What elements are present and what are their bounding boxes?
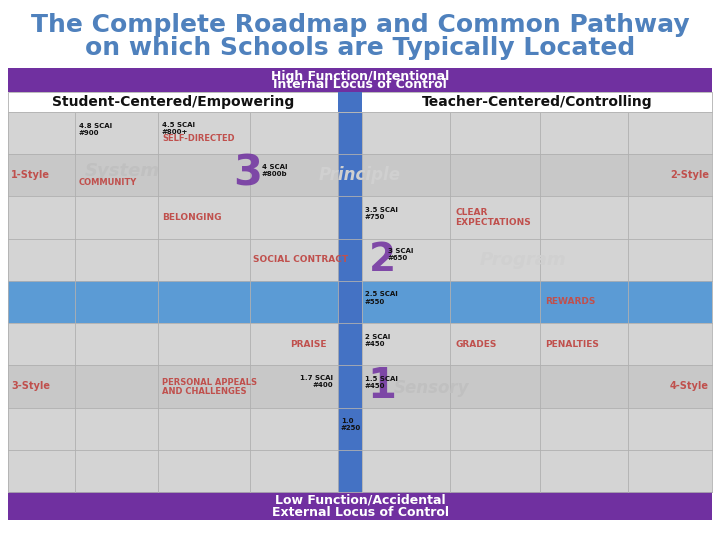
Bar (8, 92, 712, 112)
Text: on which Schools are Typically Located: on which Schools are Typically Located (85, 36, 635, 60)
Text: Teacher-Centered/Controlling: Teacher-Centered/Controlling (422, 95, 652, 109)
Text: REWARDS: REWARDS (545, 298, 595, 307)
Text: PENALTIES: PENALTIES (545, 340, 599, 349)
Text: Principle: Principle (319, 166, 401, 184)
Bar (8, 197, 338, 239)
Bar (338, 112, 362, 492)
Text: Student-Centered/Empowering: Student-Centered/Empowering (52, 95, 294, 109)
Text: 3: 3 (233, 152, 263, 194)
Text: 1-Style: 1-Style (11, 170, 50, 180)
Text: 2: 2 (369, 241, 395, 279)
Bar (362, 112, 712, 154)
Text: External Locus of Control: External Locus of Control (271, 507, 449, 519)
Text: Program: Program (480, 251, 567, 269)
Bar (362, 323, 712, 366)
Text: SELF-DIRECTED: SELF-DIRECTED (162, 133, 235, 143)
Text: SOCIAL CONTRACT: SOCIAL CONTRACT (253, 255, 348, 264)
Bar (8, 408, 338, 450)
Text: 2-Style: 2-Style (670, 170, 709, 180)
Bar (8, 112, 338, 154)
Text: Low Function/Accidental: Low Function/Accidental (275, 494, 445, 507)
Bar (362, 366, 712, 408)
Text: 1: 1 (367, 366, 397, 408)
Text: Internal Locus of Control: Internal Locus of Control (273, 78, 447, 91)
Text: High Function/Intentional: High Function/Intentional (271, 70, 449, 83)
Text: Sensory: Sensory (394, 380, 469, 397)
Bar (362, 408, 712, 450)
Bar (362, 239, 712, 281)
Text: 4 SCAI
#800b: 4 SCAI #800b (262, 164, 287, 177)
Bar (8, 492, 712, 520)
Bar (362, 154, 712, 197)
Text: 3-Style: 3-Style (11, 381, 50, 391)
Text: 3.5 SCAI
#750: 3.5 SCAI #750 (365, 207, 398, 220)
Text: BELONGING: BELONGING (162, 213, 222, 222)
Text: 1.0
#250: 1.0 #250 (341, 418, 361, 431)
Bar (362, 281, 712, 323)
Bar (8, 366, 338, 408)
Bar (8, 450, 338, 492)
Text: 4.5 SCAI
#800+: 4.5 SCAI #800+ (162, 122, 195, 134)
Bar (362, 197, 712, 239)
Text: System: System (85, 163, 160, 180)
Text: PERSONAL APPEALS: PERSONAL APPEALS (162, 378, 257, 387)
Bar (8, 154, 338, 197)
Text: 4.8 SCAI
#900: 4.8 SCAI #900 (79, 123, 112, 136)
Text: 3 SCAI
#650: 3 SCAI #650 (388, 248, 413, 261)
Text: The Complete Roadmap and Common Pathway: The Complete Roadmap and Common Pathway (31, 13, 689, 37)
Text: 1.7 SCAI
#400: 1.7 SCAI #400 (300, 375, 333, 388)
Text: PRAISE: PRAISE (290, 340, 326, 349)
Text: 1.5 SCAI
#450: 1.5 SCAI #450 (365, 376, 398, 389)
Bar (8, 68, 712, 92)
Bar (362, 450, 712, 492)
Bar (8, 323, 338, 366)
Text: COMMUNITY: COMMUNITY (79, 178, 138, 187)
Text: GRADES: GRADES (455, 340, 496, 349)
Text: AND CHALLENGES: AND CHALLENGES (162, 387, 246, 396)
Text: 2.5 SCAI
#550: 2.5 SCAI #550 (365, 292, 397, 305)
Bar (338, 92, 362, 112)
Text: 4-Style: 4-Style (670, 381, 709, 391)
Bar (8, 239, 338, 281)
Text: 2 SCAI
#450: 2 SCAI #450 (365, 334, 390, 347)
Text: CLEAR
EXPECTATIONS: CLEAR EXPECTATIONS (455, 208, 531, 227)
Bar (8, 281, 338, 323)
